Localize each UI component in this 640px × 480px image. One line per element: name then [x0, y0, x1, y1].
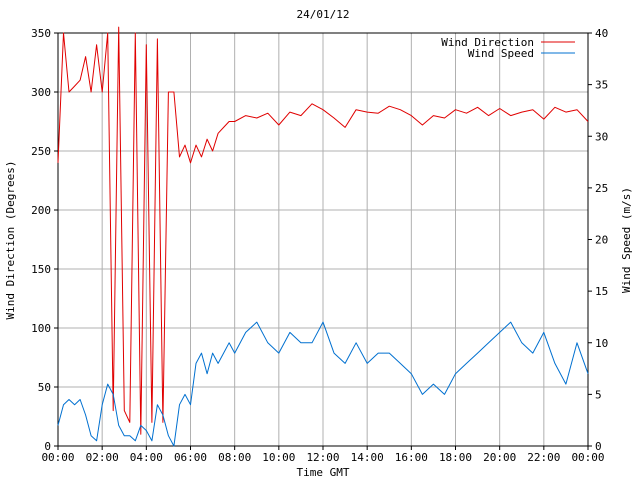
y-right-tick-label: 10 — [595, 337, 608, 350]
y-left-tick-label: 200 — [31, 204, 51, 217]
x-tick-label: 06:00 — [174, 451, 207, 464]
grid-lines — [57, 32, 589, 447]
y-right-tick-label: 30 — [595, 130, 608, 143]
x-tick-label: 18:00 — [439, 451, 472, 464]
y-left-tick-label: 350 — [31, 27, 51, 40]
x-axis-label: Time GMT — [297, 466, 350, 479]
y-left-tick-label: 0 — [44, 440, 51, 453]
x-tick-label: 20:00 — [483, 451, 516, 464]
y-left-tick-label: 300 — [31, 86, 51, 99]
x-tick-label: 02:00 — [86, 451, 119, 464]
y-right-tick-label: 35 — [595, 79, 608, 92]
ticks-layer: 00:00 02:00 04:00 06:00 08:00 10:00 12:00 14:00… — [31, 27, 608, 464]
y-left-tick-label: 150 — [31, 263, 51, 276]
legend-label-direction: Wind Direction — [441, 36, 534, 49]
x-tick-label: 00:00 — [41, 451, 74, 464]
x-tick-label: 04:00 — [130, 451, 163, 464]
legend: Wind Direction Wind Speed — [441, 36, 575, 60]
y-left-tick-label: 100 — [31, 322, 51, 335]
y-right-tick-label: 0 — [595, 440, 602, 453]
y-right-tick-label: 25 — [595, 182, 608, 195]
x-tick-label: 12:00 — [306, 451, 339, 464]
x-tick-label: 14:00 — [351, 451, 384, 464]
series-line-wind-direction — [57, 26, 589, 435]
series-layer — [57, 26, 589, 447]
x-tick-label: 08:00 — [218, 451, 251, 464]
y-right-tick-label: 15 — [595, 285, 608, 298]
y-right-tick-label: 20 — [595, 234, 608, 247]
x-tick-label: 00:00 — [571, 451, 604, 464]
chart-title: 24/01/12 — [297, 8, 350, 21]
x-tick-label: 16:00 — [395, 451, 428, 464]
y-right-tick-label: 40 — [595, 27, 608, 40]
x-tick-label: 22:00 — [527, 451, 560, 464]
y-axis-left-label: Wind Direction (Degrees) — [4, 161, 17, 320]
y-left-tick-label: 50 — [38, 381, 51, 394]
y-left-tick-label: 250 — [31, 145, 51, 158]
series-line-wind-speed — [57, 321, 589, 447]
legend-label-speed: Wind Speed — [468, 47, 534, 60]
x-tick-label: 10:00 — [262, 451, 295, 464]
y-axis-right-label: Wind Speed (m/s) — [620, 187, 633, 293]
y-right-tick-label: 5 — [595, 388, 602, 401]
